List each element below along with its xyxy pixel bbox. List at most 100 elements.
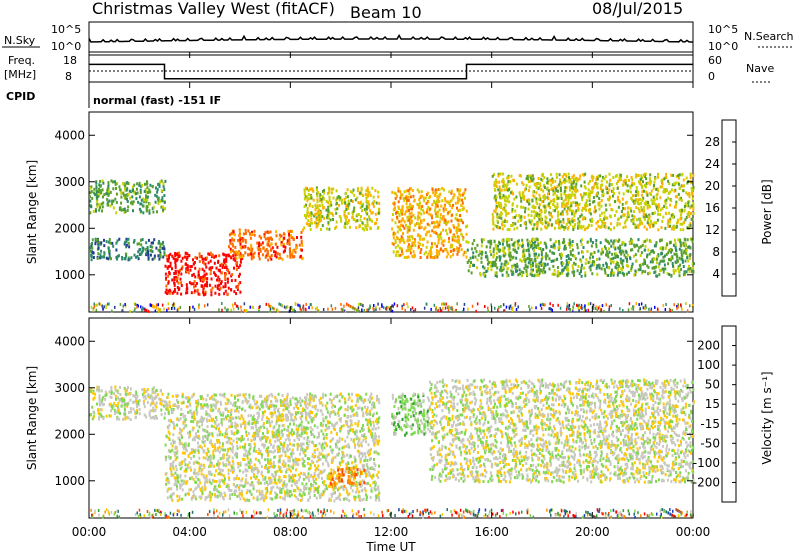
heatmap-cell (646, 193, 649, 197)
heatmap-cell (184, 251, 187, 255)
heatmap-cell (593, 250, 596, 254)
heatmap-cell (312, 198, 315, 202)
heatmap-cell (498, 216, 501, 219)
power-data-group (89, 172, 695, 313)
heatmap-cell (126, 402, 129, 406)
heatmap-cell (633, 215, 636, 219)
heatmap-cell (557, 213, 560, 217)
heatmap-cell (492, 255, 495, 259)
heatmap-cell (210, 464, 213, 468)
heatmap-cell (683, 205, 686, 208)
heatmap-cell (497, 248, 500, 252)
heatmap-cell (134, 410, 136, 414)
heatmap-cell (342, 308, 345, 312)
heatmap-cell (397, 211, 399, 214)
heatmap-cell (644, 239, 647, 243)
heatmap-cell (516, 265, 519, 269)
heatmap-cell (366, 228, 369, 231)
heatmap-cell (361, 221, 364, 225)
heatmap-cell (663, 177, 666, 181)
heatmap-cell (568, 238, 571, 242)
heatmap-cell (114, 197, 117, 201)
heatmap-cell (643, 201, 646, 205)
heatmap-cell (311, 221, 313, 225)
heatmap-cell (517, 219, 520, 223)
heatmap-cell (516, 262, 519, 266)
heatmap-cell (521, 242, 524, 246)
heatmap-cell (664, 199, 666, 203)
heatmap-cell (294, 246, 297, 250)
heatmap-cell (617, 268, 619, 272)
heatmap-cell (133, 183, 136, 187)
heatmap-cell (397, 189, 400, 193)
heatmap-cell (499, 195, 502, 199)
heatmap-cell (169, 264, 172, 268)
heatmap-cell (315, 216, 318, 220)
heatmap-cell (290, 465, 293, 469)
heatmap-cell (286, 239, 289, 243)
heatmap-cell (581, 263, 583, 267)
heatmap-cell (454, 201, 457, 205)
heatmap-cell (247, 246, 250, 250)
heatmap-cell (164, 272, 167, 276)
heatmap-cell (583, 266, 586, 270)
heatmap-cell (623, 273, 626, 277)
heatmap-cell (301, 248, 303, 252)
heatmap-cell (658, 205, 661, 209)
heatmap-cell (426, 240, 429, 244)
heatmap-cell (107, 184, 110, 188)
heatmap-cell (281, 257, 284, 261)
heatmap-cell (423, 227, 426, 231)
heatmap-cell (593, 199, 596, 203)
heatmap-cell (108, 390, 111, 394)
heatmap-cell (303, 197, 306, 201)
heatmap-cell (241, 239, 244, 243)
colorbar-tick-label: 28 (705, 135, 720, 149)
heatmap-cell (270, 304, 272, 308)
heatmap-cell (242, 417, 245, 421)
heatmap-cell (626, 210, 629, 214)
heatmap-cell (513, 179, 516, 183)
heatmap-cell (675, 248, 677, 252)
heatmap-cell (566, 266, 569, 270)
heatmap-cell (395, 236, 398, 240)
heatmap-cell (113, 392, 116, 396)
heatmap-cell (538, 193, 541, 197)
heatmap-cell (365, 493, 367, 497)
heatmap-cell (225, 272, 228, 276)
heatmap-cell (263, 233, 266, 236)
heatmap-cell (448, 236, 450, 240)
heatmap-cell (409, 251, 412, 255)
heatmap-cell (347, 199, 350, 203)
heatmap-cell (429, 207, 432, 211)
heatmap-cell (582, 255, 585, 259)
heatmap-cell (588, 210, 591, 214)
heatmap-cell (237, 398, 239, 402)
heatmap-cell (262, 422, 265, 426)
heatmap-cell (366, 218, 369, 222)
heatmap-cell (157, 182, 159, 186)
heatmap-cell (559, 186, 562, 190)
heatmap-cell (320, 218, 322, 222)
heatmap-cell (146, 182, 149, 186)
heatmap-cell (411, 236, 414, 240)
heatmap-cell (691, 192, 694, 196)
heatmap-cell (626, 253, 629, 257)
heatmap-cell (309, 187, 312, 191)
heatmap-cell (408, 215, 411, 219)
heatmap-cell (113, 401, 116, 405)
heatmap-cell (502, 249, 505, 253)
heatmap-cell (557, 210, 560, 214)
heatmap-cell (542, 303, 545, 307)
heatmap-cell (360, 426, 363, 430)
heatmap-cell (320, 200, 323, 204)
cpid-mode: normal (fast) -151 IF (93, 94, 221, 107)
heatmap-cell (267, 231, 270, 235)
heatmap-cell (398, 240, 401, 243)
heatmap-cell (256, 419, 258, 422)
heatmap-cell (525, 270, 528, 274)
heatmap-cell (576, 221, 579, 225)
heatmap-cell (589, 237, 592, 241)
heatmap-cell (406, 205, 409, 209)
heatmap-cell (503, 263, 506, 266)
